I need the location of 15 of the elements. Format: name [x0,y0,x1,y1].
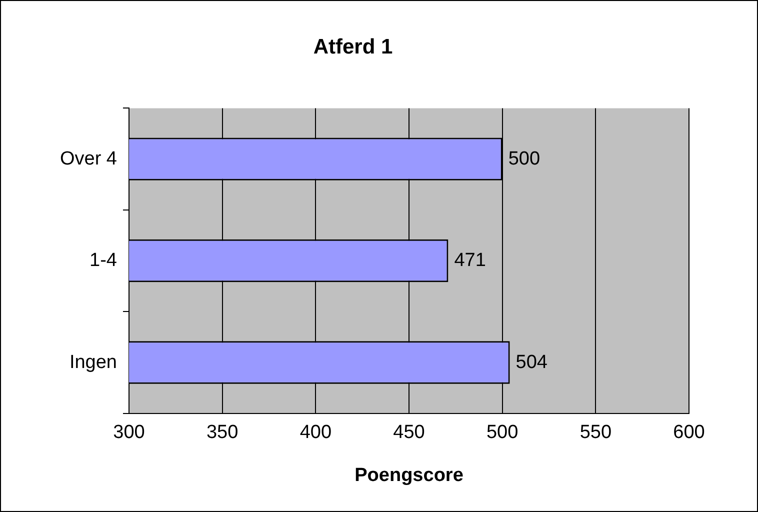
chart-title: Atferd 1 [313,35,393,58]
y-tick-label: Over 4 [60,148,118,170]
x-tick-label: 400 [300,422,332,444]
x-tick-label: 500 [486,422,518,444]
x-axis-title: Poengscore [354,464,464,486]
data-label: 500 [508,148,540,170]
y-tick-label: Ingen [69,352,117,373]
y-tick-label: 1-4 [90,250,118,272]
x-tick-label: 300 [113,422,145,444]
x-tick-label: 600 [673,422,705,444]
data-label: 504 [516,352,548,373]
data-label: 471 [454,250,486,272]
x-tick-label: 450 [393,422,425,444]
x-tick-label: 350 [206,422,238,444]
x-tick-label: 550 [580,422,612,444]
